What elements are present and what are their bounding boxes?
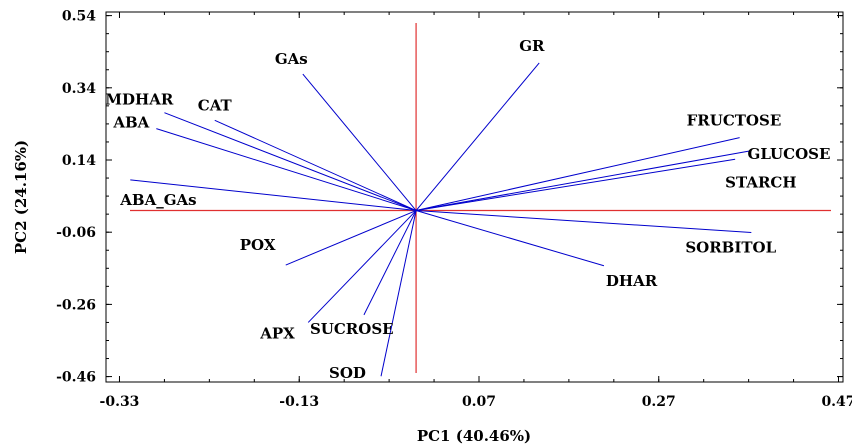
vector-dhar <box>415 210 605 267</box>
vector-cat <box>214 119 417 211</box>
vector-mdhar <box>164 112 417 212</box>
label-gr: GR <box>519 37 545 55</box>
label-fructose: FRUCTOSE <box>687 112 782 130</box>
label-aba: ABA <box>112 114 149 132</box>
label-mdhar: MDHAR <box>105 91 173 109</box>
plot-frame <box>105 11 844 383</box>
label-sorbitol: SORBITOL <box>685 239 776 257</box>
label-pox: POX <box>240 236 276 254</box>
reference-lines <box>130 23 831 373</box>
x-tick-label: 0.27 <box>642 394 676 410</box>
y-tick-label: 0.54 <box>62 9 96 25</box>
vector-gr <box>415 62 540 211</box>
vector-gas <box>302 73 417 211</box>
vector-aba <box>156 128 417 212</box>
label-glucose: GLUCOSE <box>748 145 831 163</box>
x-axis-title: PC1 (40.46%) <box>417 427 531 445</box>
vector-sorbitol <box>416 210 752 234</box>
axis-ticks: -0.33 -0.13 0.07 0.27 0.47 0.54 0.34 0.14 -0.06 -… <box>56 9 852 410</box>
label-starch: STARCH <box>725 173 796 191</box>
y-tick-label: -0.26 <box>56 297 96 313</box>
vector-aba-gas <box>130 179 417 212</box>
label-aba-gas: ABA_GAs <box>119 191 196 209</box>
vector-pox <box>285 210 417 266</box>
x-tick-label: 0.47 <box>821 394 852 410</box>
label-sod: SOD <box>329 364 366 382</box>
vector-glucose <box>415 150 750 212</box>
x-tick-label: -0.33 <box>100 394 140 410</box>
y-tick-label: 0.34 <box>62 81 96 97</box>
y-tick-label: -0.06 <box>56 225 96 241</box>
vector-sod <box>380 210 417 377</box>
label-dhar: DHAR <box>606 272 658 290</box>
y-axis-title: PC2 (24.16%) <box>12 140 30 254</box>
label-cat: CAT <box>198 96 233 114</box>
y-tick-label: 0.14 <box>62 153 96 169</box>
label-sucrose: SUCROSE <box>310 320 394 338</box>
vector-apx <box>307 210 417 323</box>
label-apx: APX <box>259 324 295 342</box>
vector-labels: GR GAs MDHAR CAT ABA ABA_GAs FRUCTOSE GLUCOSE ST… <box>105 37 830 382</box>
vector-fructose <box>415 137 740 212</box>
vector-starch <box>415 158 736 212</box>
x-tick-label: -0.13 <box>279 394 319 410</box>
y-tick-label: -0.46 <box>56 370 96 386</box>
loading-vectors <box>130 62 752 377</box>
vector-sucrose <box>363 210 417 316</box>
label-gas: GAs <box>275 50 308 68</box>
x-tick-label: 0.07 <box>462 394 496 410</box>
